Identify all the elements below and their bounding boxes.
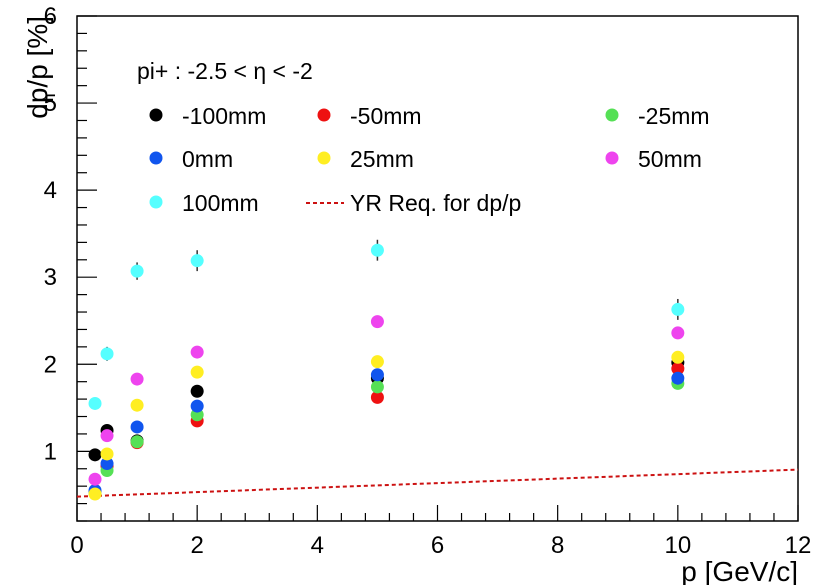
x-tick-label: 4: [311, 532, 324, 559]
data-point: [89, 448, 102, 461]
legend-marker: [606, 152, 619, 165]
data-point: [89, 488, 102, 501]
legend: -100mm -50mm -25mm 0mm 25mm 50mm 100mm YR Req. …: [150, 103, 710, 216]
data-point: [671, 326, 684, 339]
legend-marker: [150, 109, 163, 122]
x-tick-label: 12: [785, 532, 812, 559]
data-point: [191, 366, 204, 379]
legend-label: -25mm: [638, 103, 710, 129]
data-point: [371, 244, 384, 257]
plot-frame: [77, 16, 798, 521]
y-tick-label: 3: [44, 264, 57, 291]
legend-label: 0mm: [182, 146, 233, 172]
legend-label: 50mm: [638, 146, 702, 172]
data-point: [131, 399, 144, 412]
data-point: [371, 368, 384, 381]
x-tick-label: 6: [431, 532, 444, 559]
legend-marker: [318, 152, 331, 165]
data-point: [671, 303, 684, 316]
data-point: [131, 435, 144, 448]
data-point: [101, 447, 114, 460]
data-point: [371, 380, 384, 393]
data-point: [191, 346, 204, 359]
x-tick-label: 2: [190, 532, 203, 559]
y-tick-label: 4: [44, 177, 57, 204]
x-axis-title: p [GeV/c]: [681, 556, 798, 585]
y-tick-label: 1: [44, 438, 57, 465]
x-tick-label: 8: [551, 532, 564, 559]
yr-requirement-line: [77, 470, 798, 497]
x-tick-label: 0: [70, 532, 83, 559]
data-point: [671, 372, 684, 385]
data-point: [671, 351, 684, 364]
y-tick-label: 2: [44, 351, 57, 378]
legend-marker: [606, 109, 619, 122]
x-tick-label: 10: [664, 532, 691, 559]
series--25mm: [89, 377, 685, 500]
data-point: [371, 355, 384, 368]
data-point: [89, 397, 102, 410]
series--50mm: [89, 362, 685, 499]
requirement-line: [77, 470, 798, 497]
axis-ticks: [77, 16, 798, 521]
data-point: [131, 265, 144, 278]
data-point: [131, 373, 144, 386]
data-point: [131, 420, 144, 433]
data-point: [89, 473, 102, 486]
series-50mm: [89, 315, 685, 486]
data-points: [89, 240, 685, 501]
series-100mm: [89, 240, 685, 410]
series--100mm: [89, 356, 685, 461]
data-point: [101, 347, 114, 360]
eta-range-label: pi+ : -2.5 < η < -2: [137, 58, 313, 84]
legend-marker: [318, 109, 331, 122]
legend-label: 25mm: [350, 146, 414, 172]
legend-label: 100mm: [182, 190, 259, 216]
legend-label: -50mm: [350, 103, 422, 129]
data-point: [371, 315, 384, 328]
legend-label: -100mm: [182, 103, 266, 129]
legend-marker: [150, 152, 163, 165]
legend-marker: [150, 196, 163, 209]
data-point: [191, 385, 204, 398]
data-point: [191, 400, 204, 413]
plot-border: [77, 16, 798, 521]
y-axis-title: dp/p [%]: [22, 16, 53, 119]
data-point: [191, 254, 204, 267]
data-point: [101, 429, 114, 442]
legend-label: YR Req. for dp/p: [350, 190, 521, 216]
